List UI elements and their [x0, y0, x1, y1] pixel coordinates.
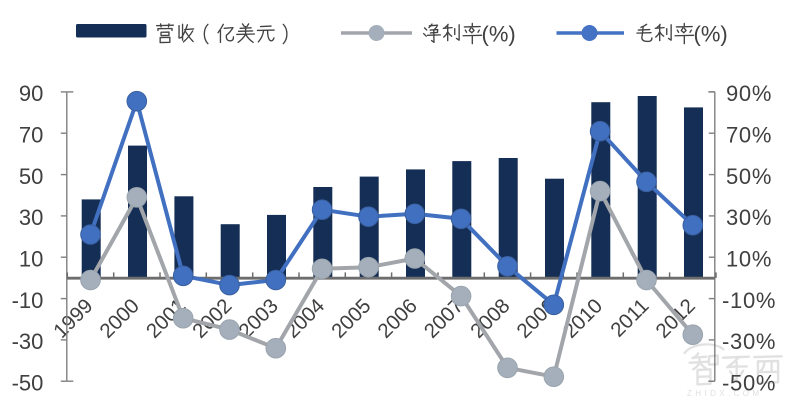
svg-text:50: 50	[19, 164, 43, 189]
svg-text:-10%: -10%	[722, 288, 776, 313]
svg-text:-10: -10	[12, 288, 44, 313]
svg-text:-30%: -30%	[722, 329, 776, 354]
svg-text:70%: 70%	[726, 123, 772, 148]
svg-text:(%): (%)	[482, 21, 516, 46]
svg-text:(%): (%)	[694, 21, 728, 46]
svg-text:90%: 90%	[726, 81, 772, 106]
svg-text:30%: 30%	[726, 205, 772, 230]
svg-text:90: 90	[19, 81, 43, 106]
svg-text:-30: -30	[12, 329, 44, 354]
svg-text:10: 10	[19, 247, 43, 272]
svg-text:50%: 50%	[726, 164, 772, 189]
svg-text:30: 30	[19, 205, 43, 230]
svg-text:ZHIDX.COM: ZHIDX.COM	[687, 389, 763, 398]
svg-text:10%: 10%	[726, 247, 772, 272]
svg-text:70: 70	[19, 123, 43, 148]
svg-text:-50: -50	[12, 371, 44, 396]
